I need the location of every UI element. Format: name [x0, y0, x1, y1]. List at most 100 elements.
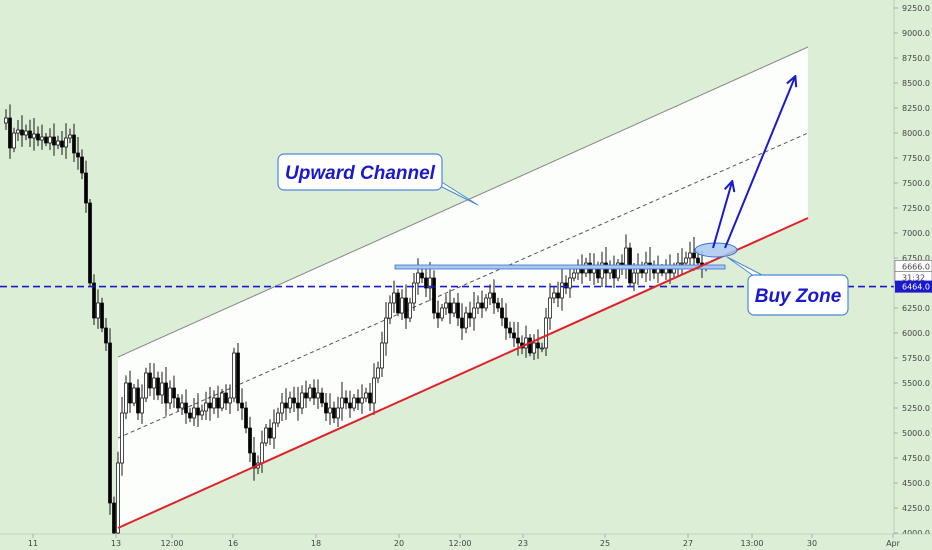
price-tick-label: 5750.0 [902, 354, 930, 363]
candle-body [296, 402, 300, 409]
candle-body [468, 312, 472, 319]
price-tick-label: 7250.0 [902, 204, 930, 213]
candle-body [400, 297, 404, 314]
candle-body [484, 297, 488, 309]
candle-body [140, 397, 144, 414]
candle-body [328, 407, 332, 414]
candle-body [472, 307, 476, 319]
candle-body [464, 312, 468, 329]
candle-body [460, 317, 464, 329]
candles [4, 104, 708, 542]
candle-body [32, 133, 36, 139]
candle-body [384, 317, 388, 344]
candle-body [380, 342, 384, 369]
candle-body [48, 136, 52, 144]
candle-body [616, 262, 620, 279]
candle-body [504, 317, 508, 329]
candle-body [180, 402, 184, 409]
candle-body [364, 392, 368, 399]
candle-body [348, 402, 352, 409]
candle-body [336, 407, 340, 419]
candle-body [500, 307, 504, 319]
candle-body [688, 252, 692, 259]
candle-body [4, 117, 8, 124]
candle-body [176, 397, 180, 409]
candle-body [512, 332, 516, 339]
candle-body [20, 129, 24, 136]
time-tick-label: Apr [886, 539, 901, 548]
candle-body [480, 302, 484, 309]
candle-body [440, 307, 444, 319]
candle-body [148, 372, 152, 389]
candle-body [436, 312, 440, 319]
candle-body [524, 337, 528, 349]
candle-body [544, 317, 548, 349]
candle-body [540, 347, 544, 350]
price-tick-label: 7750.0 [902, 154, 930, 163]
upward-channel [117, 46, 809, 528]
candle-body [448, 302, 452, 314]
price-tick-label: 6000.0 [902, 329, 930, 338]
candle-body [556, 292, 560, 299]
candle-body [372, 377, 376, 404]
candle-body [528, 337, 532, 354]
candle-body [552, 292, 556, 299]
candle-body [188, 412, 192, 419]
candle-body [352, 397, 356, 409]
time-tick-label: 12:00 [160, 539, 183, 548]
upward-channel-callout-box [277, 153, 443, 191]
candle-body [116, 462, 120, 534]
candle-body [536, 342, 540, 349]
buy-zone-callout-pointer [726, 256, 771, 280]
candle-body [196, 407, 200, 416]
time-tick-label: 16 [228, 539, 238, 548]
candle-body [44, 136, 48, 144]
candle-body [160, 382, 164, 396]
candle-body [172, 387, 176, 399]
candle-body [496, 302, 500, 309]
candle-body [108, 342, 112, 504]
candle-body [452, 302, 456, 314]
candle-body [212, 397, 216, 409]
candle-body [308, 387, 312, 399]
candle-body [692, 252, 696, 259]
candle-body [312, 387, 316, 399]
price-tick-label: 8250.0 [902, 104, 930, 113]
candle-body [548, 297, 552, 319]
candle-body [152, 377, 156, 389]
candle-body [340, 397, 344, 409]
candle-body [596, 267, 600, 279]
candle-body [344, 397, 348, 404]
candle-body [404, 297, 408, 319]
price-tick-label: 7000.0 [902, 229, 930, 238]
candle-body [184, 402, 188, 414]
candle-body [288, 397, 292, 409]
candle-body [228, 397, 232, 404]
upward-channel-label: Upward Channel [285, 163, 436, 184]
candle-body [424, 277, 428, 289]
time-axis: 11 13 12:00 16 18 20 12:00 23 25 27 13:00 30 Apr [0, 533, 932, 550]
candle-body [36, 133, 40, 141]
candle-body [244, 407, 248, 429]
buy-zone-ellipse [694, 242, 738, 258]
candle-body [272, 422, 276, 439]
candle-body [248, 427, 252, 454]
candle-body [476, 302, 480, 309]
candle-body [252, 452, 256, 469]
candle-body [64, 137, 68, 148]
price-tick-label: 4750.0 [902, 454, 930, 463]
candle-body [88, 202, 92, 284]
time-tick-label: 11 [28, 539, 38, 548]
time-tick-label: 30 [807, 539, 817, 548]
candle-body [564, 282, 568, 289]
candle-body [680, 262, 684, 265]
candle-body [276, 412, 280, 424]
level-price-label: 6464.0 [902, 283, 930, 292]
candle-body [12, 132, 16, 149]
level-price-badge [895, 280, 932, 293]
time-tick-label: 27 [683, 539, 693, 548]
candle-body [132, 387, 136, 404]
candle-body [144, 372, 148, 399]
candle-body [56, 140, 60, 146]
candle-body [224, 392, 228, 404]
